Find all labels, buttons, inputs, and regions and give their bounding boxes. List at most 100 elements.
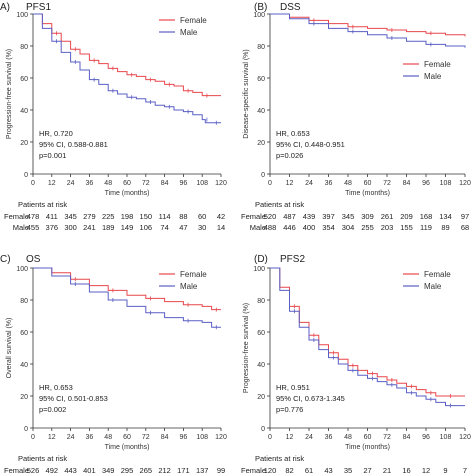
x-tick-label: 96 (422, 434, 430, 441)
x-tick-label: 0 (268, 434, 272, 441)
y-tick-label: 100 (16, 12, 28, 19)
x-tick-label: 120 (459, 434, 471, 441)
risk-value: 265 (140, 466, 153, 474)
y-tick-label: 40 (257, 362, 265, 369)
risk-value: 354 (322, 223, 335, 232)
risk-value: 155 (400, 223, 413, 232)
x-tick-label: 36 (325, 434, 333, 441)
risk-value: 134 (439, 212, 452, 221)
series-line-female (33, 13, 221, 97)
y-tick-label: 100 (16, 266, 28, 273)
x-tick-label: 0 (31, 180, 35, 187)
risk-value: 120 (264, 466, 277, 474)
x-tick-label: 48 (344, 180, 352, 187)
risk-value: 300 (64, 223, 77, 232)
risk-value: 189 (102, 223, 115, 232)
risk-value: 349 (102, 466, 115, 474)
risk-value: 42 (217, 212, 225, 221)
stats-annotation: 95% CI, 0.588-0.881 (39, 140, 108, 149)
risk-value: 35 (344, 466, 352, 474)
y-tick-label: 80 (20, 298, 28, 305)
x-tick-label: 72 (142, 434, 150, 441)
panel-label: (D) (254, 254, 268, 265)
risk-value: 446 (283, 223, 296, 232)
stats-annotation: HR, 0.653 (276, 129, 310, 138)
risk-value: 279 (83, 212, 96, 221)
risk-value: 150 (140, 212, 153, 221)
y-tick-label: 20 (20, 394, 28, 401)
chart-panel-1: A) PFS1 0 20 40 60 80 100 0 12 24 36 48 60 72 84 96 108 12… (0, 2, 227, 232)
risk-value: 345 (342, 212, 355, 221)
x-tick-label: 96 (180, 180, 188, 187)
risk-value: 488 (264, 223, 277, 232)
risk-value: 376 (46, 223, 59, 232)
risk-value: 401 (83, 466, 96, 474)
x-tick-label: 36 (86, 180, 94, 187)
risk-table-title: Patients at risk (255, 454, 304, 463)
x-tick-label: 12 (286, 434, 294, 441)
x-tick-label: 84 (161, 434, 169, 441)
risk-value: 74 (160, 223, 168, 232)
risk-value: 43 (324, 466, 332, 474)
risk-value: 119 (420, 223, 432, 232)
stats-annotation: p=0.776 (276, 405, 303, 414)
risk-value: 411 (46, 212, 58, 221)
panel-title: PFS2 (280, 254, 305, 265)
y-tick-label: 100 (253, 266, 265, 273)
y-tick-label: 0 (261, 172, 265, 179)
stats-annotation: p=0.026 (276, 151, 303, 160)
legend-label: Female (180, 16, 207, 25)
x-axis-label: Time (months) (345, 444, 390, 451)
risk-value: 30 (198, 223, 206, 232)
panel-label: C) (0, 254, 11, 265)
risk-value: 106 (140, 223, 153, 232)
stats-annotation: 95% CI, 0.673-1.345 (276, 394, 345, 403)
risk-value: 168 (420, 212, 433, 221)
y-tick-label: 20 (257, 140, 265, 147)
x-tick-label: 60 (123, 434, 131, 441)
y-tick-label: 60 (20, 76, 28, 83)
panel-label: A) (0, 2, 10, 13)
x-tick-label: 72 (383, 434, 391, 441)
x-tick-label: 84 (403, 180, 411, 187)
x-tick-label: 96 (422, 180, 430, 187)
legend-label: Male (180, 28, 198, 37)
x-tick-label: 108 (196, 434, 208, 441)
risk-value: 21 (383, 466, 391, 474)
x-tick-label: 84 (403, 434, 411, 441)
x-tick-label: 120 (215, 434, 227, 441)
stats-annotation: p=0.002 (39, 405, 66, 414)
y-tick-label: 0 (24, 426, 28, 433)
y-tick-label: 20 (20, 140, 28, 147)
y-tick-label: 40 (20, 108, 28, 115)
x-tick-label: 24 (67, 180, 75, 187)
x-tick-label: 60 (364, 434, 372, 441)
y-axis-label: Progression-free survival (%) (243, 303, 250, 393)
x-tick-label: 84 (161, 180, 169, 187)
x-axis-label: Time (months) (105, 444, 150, 451)
y-axis-label: Disease-specific survival (%) (243, 49, 250, 138)
risk-value: 9 (443, 466, 447, 474)
risk-value: 309 (361, 212, 374, 221)
risk-value: 209 (400, 212, 413, 221)
risk-value: 455 (27, 223, 40, 232)
risk-row-label: Male (13, 223, 29, 232)
series-line-male (270, 267, 465, 407)
risk-value: 47 (179, 223, 187, 232)
chart-panel-4: (D) PFS2 0 20 40 60 80 100 0 12 24 36 48 60 72 84 96 108 1… (241, 254, 471, 474)
x-tick-label: 120 (215, 180, 227, 187)
x-tick-label: 60 (364, 180, 372, 187)
y-tick-label: 100 (253, 12, 265, 19)
x-tick-label: 12 (48, 434, 56, 441)
risk-value: 443 (64, 466, 77, 474)
risk-value: 12 (422, 466, 430, 474)
risk-value: 526 (27, 466, 40, 474)
y-tick-label: 0 (24, 172, 28, 179)
risk-value: 82 (285, 466, 293, 474)
risk-value: 149 (121, 223, 134, 232)
stats-annotation: 95% CI, 0.501-0.853 (39, 394, 108, 403)
legend-label: Female (424, 60, 451, 69)
legend-label: Female (180, 270, 207, 279)
risk-value: 478 (27, 212, 40, 221)
y-tick-label: 40 (257, 108, 265, 115)
